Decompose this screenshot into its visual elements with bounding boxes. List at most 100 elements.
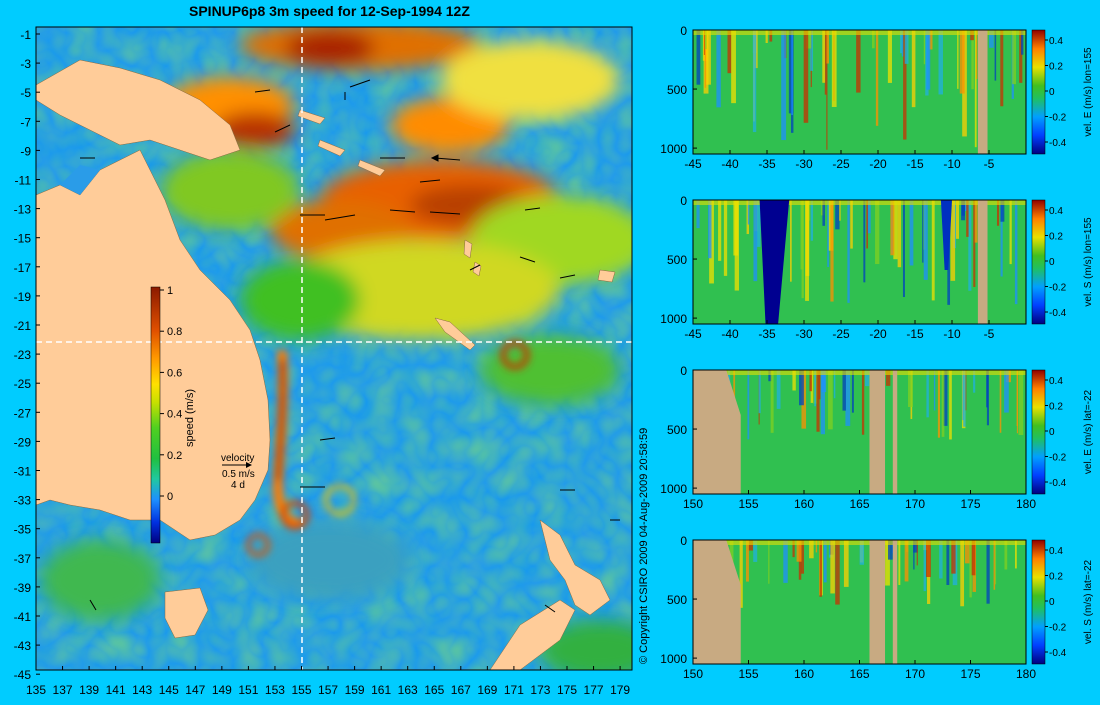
map-panel[interactable] bbox=[36, 20, 660, 680]
section-streak bbox=[866, 200, 871, 234]
section-streak bbox=[830, 540, 835, 594]
section-colorbar-tick-label: 0.2 bbox=[1049, 402, 1063, 413]
section-streak bbox=[739, 540, 743, 608]
lon-tick-label: 173 bbox=[530, 683, 550, 697]
lat-tick-label: -1 bbox=[20, 28, 31, 42]
section-streak bbox=[923, 540, 927, 592]
section-y-tick-label: 1000 bbox=[660, 482, 687, 496]
section-streak bbox=[897, 200, 902, 268]
lat-tick-label: -37 bbox=[14, 552, 32, 566]
section-colorbar-tick-label: 0 bbox=[1049, 427, 1055, 438]
section-streak bbox=[703, 30, 706, 55]
section-colorbar-tick-label: 0.2 bbox=[1049, 232, 1063, 243]
section-streak bbox=[923, 200, 928, 280]
lon-tick-label: 139 bbox=[79, 683, 99, 697]
section-streak bbox=[931, 200, 935, 301]
section-streak bbox=[989, 30, 994, 48]
section-colorbar-tick-label: -0.2 bbox=[1049, 453, 1067, 464]
lon-axis: 135 137 139 141 143 145 147 149 151 153 155 157 159 1… bbox=[26, 666, 630, 697]
speed-colorbar-tick-label: 0.4 bbox=[167, 409, 182, 421]
section-vel-e-lon155[interactable]: -45 -40 -35 -30 -25 -20 -15 -10 -5 0 500 1000 0.4 0.2… bbox=[660, 24, 1094, 171]
section-streak bbox=[974, 200, 978, 243]
section-streak bbox=[781, 30, 787, 141]
section-x-tick-label: -25 bbox=[832, 157, 850, 171]
section-streak bbox=[826, 30, 829, 64]
section-surface-band bbox=[693, 370, 1026, 375]
section-streak bbox=[886, 370, 891, 386]
section-land bbox=[693, 540, 741, 664]
lat-tick-label: -17 bbox=[14, 261, 32, 275]
section-streak bbox=[814, 370, 817, 407]
section-land bbox=[977, 30, 988, 154]
section-streak bbox=[898, 540, 901, 585]
speed-colorbar: 1 0.8 0.6 0.4 0.2 0 speed (m/s) bbox=[150, 285, 196, 544]
section-streak bbox=[765, 30, 768, 43]
copyright-strip: © Copyright CSIRO 2009 04-Aug-2009 20:58… bbox=[636, 0, 650, 700]
section-streak bbox=[809, 540, 814, 559]
section-x-tick-label: 160 bbox=[794, 497, 814, 511]
section-streak bbox=[850, 200, 853, 249]
section-streak bbox=[768, 540, 770, 584]
section-surface-band bbox=[693, 200, 1026, 205]
section-streak bbox=[960, 540, 965, 607]
lon-tick-label: 135 bbox=[26, 683, 46, 697]
section-x-tick-label: -40 bbox=[721, 327, 739, 341]
section-streak bbox=[969, 540, 972, 598]
section-streak bbox=[733, 200, 739, 256]
section-y-tick-label: 1000 bbox=[660, 312, 687, 326]
east-australian-current bbox=[246, 340, 530, 557]
section-streak bbox=[822, 30, 826, 83]
section-vel-e-lat22[interactable]: 150 155 160 165 170 175 180 0 500 1000 0.4 0.2 0 -0.2… bbox=[660, 364, 1094, 511]
section-streak bbox=[929, 30, 933, 50]
section-x-tick-label: -40 bbox=[721, 157, 739, 171]
copyright-text: © Copyright CSIRO 2009 04-Aug-2009 20:58… bbox=[638, 428, 650, 664]
section-streak bbox=[963, 200, 969, 211]
lat-tick-label: -5 bbox=[20, 86, 31, 100]
section-streak bbox=[753, 200, 758, 282]
section-streak bbox=[831, 30, 837, 107]
section-streak bbox=[820, 370, 826, 435]
lon-tick-label: 165 bbox=[424, 683, 444, 697]
section-streak bbox=[994, 540, 997, 585]
section-x-tick-label: -35 bbox=[758, 327, 776, 341]
velocity-legend: velocity 0.5 m/s 4 d bbox=[221, 453, 255, 491]
section-x-tick-label: 180 bbox=[1016, 667, 1036, 681]
section-streak bbox=[856, 30, 861, 93]
lon-tick-label: 167 bbox=[451, 683, 471, 697]
section-streak bbox=[913, 540, 918, 553]
section-y-tick-label: 1000 bbox=[660, 652, 687, 666]
section-streak bbox=[756, 200, 761, 247]
section-streak bbox=[943, 370, 948, 426]
velocity-arrows bbox=[80, 79, 620, 613]
section-surface-band bbox=[693, 30, 1026, 35]
section-vel-s-lon155[interactable]: -45 -40 -35 -30 -25 -20 -15 -10 -5 0 500 1000 0.4 0.2… bbox=[660, 194, 1094, 341]
section-x-tick-label: 170 bbox=[905, 667, 925, 681]
section-land bbox=[869, 370, 886, 494]
section-x-tick-label: -30 bbox=[795, 157, 813, 171]
section-streak bbox=[926, 30, 931, 90]
section-streak bbox=[900, 30, 903, 54]
section-streak bbox=[904, 540, 909, 582]
section-colorbar-tick-label: 0.2 bbox=[1049, 62, 1063, 73]
section-vel-s-lat22[interactable]: 150 155 160 165 170 175 180 0 500 1000 0.4 0.2 0 -0.2… bbox=[660, 534, 1094, 681]
section-streak bbox=[966, 200, 969, 237]
section-colorbar-tick-label: 0.4 bbox=[1049, 206, 1063, 217]
section-x-tick-label: -25 bbox=[832, 327, 850, 341]
section-streak bbox=[902, 200, 905, 298]
section-streak bbox=[792, 540, 795, 558]
lon-tick-label: 143 bbox=[132, 683, 152, 697]
section-x-tick-label: 170 bbox=[905, 497, 925, 511]
lon-tick-label: 163 bbox=[398, 683, 418, 697]
section-streak bbox=[821, 370, 827, 393]
section-streak bbox=[993, 540, 996, 590]
section-streak bbox=[875, 200, 880, 265]
lat-tick-label: -43 bbox=[14, 639, 32, 653]
lon-tick-label: 151 bbox=[238, 683, 258, 697]
section-streak bbox=[801, 200, 804, 299]
section-streak bbox=[1004, 540, 1008, 570]
section-streak bbox=[1021, 30, 1024, 55]
section-streak bbox=[696, 200, 700, 229]
section-streak bbox=[839, 200, 841, 221]
section-colorbar-label: vel. E (m/s) lon=155 bbox=[1083, 47, 1094, 137]
section-streak bbox=[950, 200, 956, 281]
